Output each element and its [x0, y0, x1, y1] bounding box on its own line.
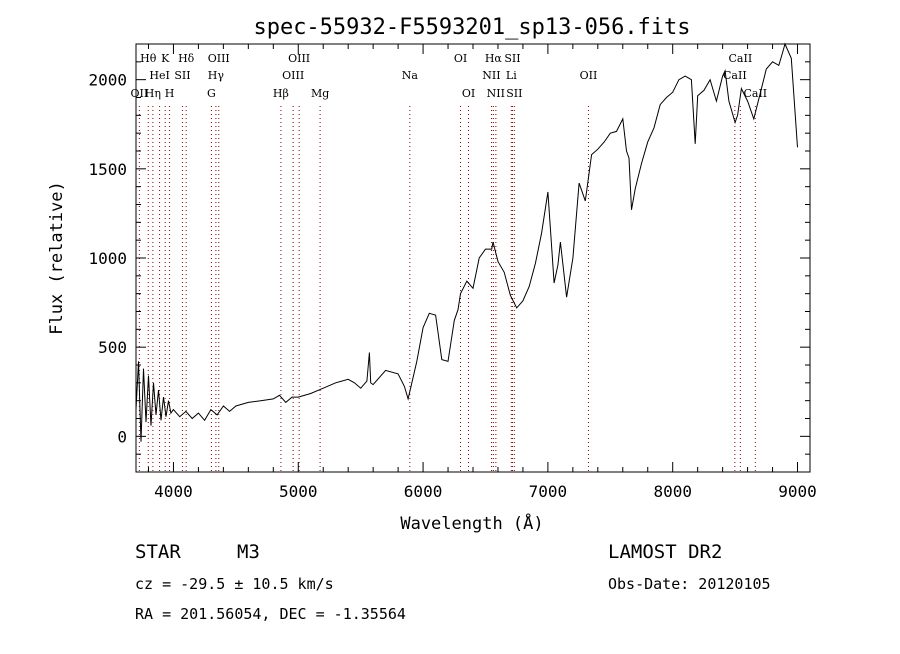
- line-label-3-mid: HeI: [149, 69, 169, 82]
- y-tick-labels: 0 500 1000 1500 2000: [88, 71, 127, 447]
- line-label-2-bot: Hη: [145, 87, 161, 100]
- line-label-8-bot: G: [207, 87, 216, 100]
- y-tick-label-500: 500: [98, 338, 127, 357]
- x-tick-label-8000: 8000: [653, 482, 692, 501]
- line-label-21-mid: Li: [506, 69, 517, 82]
- line-label-18-mid: NII: [482, 69, 500, 82]
- line-label-22-top: SII: [504, 52, 520, 65]
- line-label-25-mid: CaII: [723, 69, 747, 82]
- line-label-7-top: Hδ: [178, 52, 195, 65]
- x-tick-label-5000: 5000: [279, 482, 318, 501]
- spectral-line-labels: OII Hθ Hη HeI K H SII Hδ G Hγ OIII Hβ OIII OIII Mg Na OI…: [131, 52, 768, 100]
- y-axis-label: Flux (relative): [47, 181, 67, 335]
- object-subclass: M3: [237, 541, 260, 563]
- y-tick-label-2000: 2000: [88, 71, 127, 90]
- object-class: STAR: [135, 541, 181, 563]
- line-label-26-top: CaII: [729, 52, 753, 65]
- line-label-9-mid: Hγ: [208, 69, 225, 82]
- x-tick-label-9000: 9000: [778, 482, 817, 501]
- redshift-value: cz = -29.5 ± 10.5 km/s: [135, 575, 334, 593]
- survey-name: LAMOST DR2: [608, 541, 723, 563]
- observation-date: Obs-Date: 20120105: [608, 575, 771, 593]
- line-label-19-top: Hα: [485, 52, 503, 65]
- line-label-6-mid: SII: [174, 69, 190, 82]
- line-label-0-bot: OII: [131, 87, 149, 100]
- line-label-4-top: K: [161, 52, 170, 65]
- y-tick-label-1000: 1000: [88, 249, 127, 268]
- y-tick-label-1500: 1500: [88, 160, 127, 179]
- x-tick-label-6000: 6000: [404, 482, 443, 501]
- x-tick-labels: 4000 5000 6000 7000 8000 9000: [154, 482, 817, 501]
- line-label-10-top: OIII: [208, 52, 230, 65]
- x-tick-label-7000: 7000: [529, 482, 568, 501]
- line-label-20-bot: NII: [487, 87, 505, 100]
- line-label-13-top: OIII: [288, 52, 310, 65]
- line-label-17-bot: OI: [462, 87, 475, 100]
- plot-frame: [135, 43, 811, 473]
- line-label-12-mid: OIII: [282, 69, 304, 82]
- x-tick-label-4000: 4000: [154, 482, 193, 501]
- line-label-27-bot: CaII: [743, 87, 767, 100]
- axis-ticks: [136, 43, 810, 472]
- spectral-line-markers: [138, 106, 756, 472]
- line-label-14-bot: Mg: [311, 87, 329, 100]
- line-label-15-mid: Na: [402, 69, 419, 82]
- line-label-5-bot: H: [165, 87, 175, 100]
- line-label-24-mid: OII: [580, 69, 598, 82]
- x-axis-label: Wavelength (Å): [400, 512, 543, 534]
- line-label-1-top: Hθ: [140, 52, 157, 65]
- coordinates: RA = 201.56054, DEC = -1.35564: [135, 605, 406, 623]
- y-tick-label-0: 0: [117, 427, 127, 446]
- line-label-11-bot: Hβ: [273, 87, 289, 100]
- line-label-16-top: OI: [454, 52, 467, 65]
- chart-title: spec-55932-F5593201_sp13-056.fits: [253, 15, 690, 40]
- flux-series-line: [135, 42, 798, 442]
- line-label-23-bot: SII: [506, 87, 522, 100]
